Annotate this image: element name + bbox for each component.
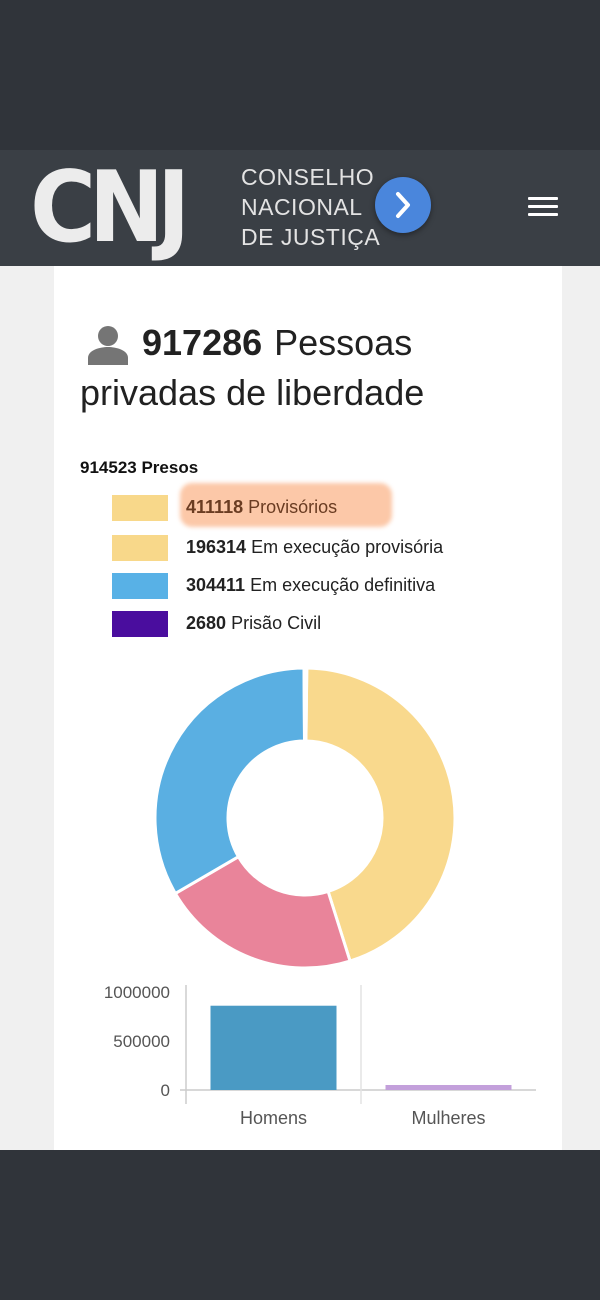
legend-swatch (112, 573, 168, 599)
legend-swatch (112, 495, 168, 521)
y-tick-label: 1000000 (104, 983, 170, 1002)
legend-label: Em execução definitiva (250, 575, 436, 595)
hamburger-line (528, 197, 558, 200)
legend-label: Provisórios (248, 497, 338, 517)
logo-sub-line-1: CONSELHO (241, 164, 375, 190)
bottom-area (0, 1150, 600, 1300)
cnj-logo[interactable]: CNJ (30, 151, 190, 265)
x-tick-label: Homens (240, 1108, 307, 1128)
legend-value: 411118 (186, 497, 244, 517)
donut-slice-3[interactable] (302, 666, 309, 743)
legend-text: 2680 Prisão Civil (186, 610, 321, 636)
legend-text: 411118 Provisórios (186, 494, 337, 520)
text-highlight (180, 483, 392, 527)
legend-value: 304411 (186, 575, 246, 595)
logo-sub-line-2: NACIONAL (241, 194, 363, 220)
legend-value: 2680 (186, 613, 227, 633)
page-gutter-left (0, 266, 54, 1150)
legend-swatch (112, 535, 168, 561)
logo-sub-line-3: DE JUSTIÇA (241, 224, 381, 250)
total-label: Pessoas privadas de liberdade (80, 322, 425, 413)
bar-mulheres[interactable] (385, 1085, 512, 1090)
x-tick-label: Mulheres (411, 1108, 485, 1128)
legend-swatch (112, 611, 168, 637)
hamburger-menu-button[interactable] (522, 190, 562, 226)
donut-slice-2[interactable] (153, 666, 307, 896)
logo-subtitle: CONSELHO NACIONAL DE JUSTIÇA (241, 162, 380, 252)
legend-text: 196314 Em execução provisória (186, 534, 443, 560)
presos-label: 914523 Presos (80, 458, 199, 477)
next-button[interactable] (375, 177, 431, 233)
total-headline: 917286 Pessoas privadas de liberdade (80, 318, 520, 418)
site-header (0, 150, 600, 266)
y-tick-label: 0 (161, 1081, 170, 1100)
total-count: 917286 (142, 322, 263, 363)
donut-chart (153, 666, 457, 970)
legend-text: 304411 Em execução definitiva (186, 572, 435, 598)
bar-chart: 1000000 500000 0 Homens Mulheres (104, 983, 536, 1128)
chevron-right-icon (396, 192, 410, 218)
legend-value: 196314 (186, 537, 247, 557)
bar-homens[interactable] (210, 1005, 337, 1090)
legend-label: Em execução provisória (251, 537, 444, 557)
donut-slice-1[interactable] (173, 854, 352, 970)
y-tick-label: 500000 (113, 1032, 170, 1051)
hamburger-line (528, 213, 558, 216)
hamburger-line (528, 205, 558, 208)
person-icon (88, 326, 128, 365)
page-gutter-right (562, 266, 600, 1150)
legend-label: Prisão Civil (231, 613, 322, 633)
donut-slice-0[interactable] (304, 666, 457, 963)
